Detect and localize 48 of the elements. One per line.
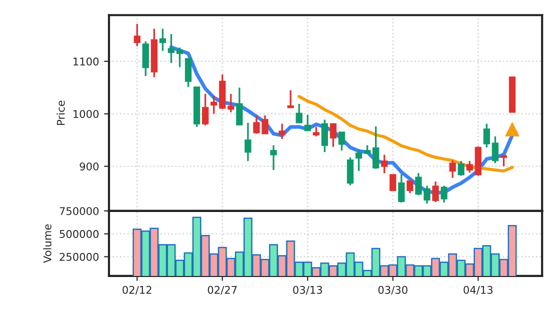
candlestick	[381, 154, 388, 174]
y-axis-title: Volume	[43, 224, 52, 263]
candlestick	[398, 173, 405, 204]
candlestick	[355, 148, 362, 172]
y-tick-label: 500000	[60, 230, 99, 238]
y-tick-label: 1100	[74, 58, 99, 66]
candlestick	[236, 86, 243, 126]
candlestick	[449, 160, 456, 179]
candlestick	[202, 93, 209, 126]
x-tick-label: 03/13	[293, 286, 322, 295]
x-tick-label: 02/12	[122, 286, 152, 295]
candlestick	[210, 94, 218, 115]
candlestick	[244, 122, 252, 162]
candlestick	[483, 122, 490, 148]
candlestick	[228, 93, 234, 114]
candlestick	[142, 40, 149, 77]
candlestick	[338, 131, 346, 152]
candlestick	[321, 118, 328, 153]
candlestick	[287, 89, 294, 109]
candlestick	[440, 184, 448, 204]
candlestick	[330, 122, 337, 148]
candlestick	[432, 180, 439, 203]
candlestick	[466, 160, 473, 174]
y-axis-title: Price	[56, 100, 65, 125]
y-tick-label: 250000	[60, 252, 99, 261]
x-tick-label: 04/13	[464, 286, 493, 295]
candlestick	[372, 126, 380, 170]
x-tick-label: 03/30	[378, 286, 408, 295]
candlestick	[278, 122, 286, 140]
candlestick	[492, 136, 499, 164]
x-tick-label: 02/27	[208, 286, 237, 295]
candlestick	[296, 103, 302, 124]
candlestick	[134, 23, 140, 47]
candlestick	[270, 144, 277, 171]
candlestick	[458, 160, 464, 177]
candlestick	[184, 58, 192, 88]
candlestick	[500, 154, 508, 168]
candlestick	[312, 126, 320, 138]
y-tick-label: 900	[80, 162, 99, 170]
candlestick	[346, 156, 354, 186]
candlestick	[176, 46, 184, 68]
candlestick	[390, 174, 396, 191]
candlestick	[406, 180, 414, 194]
candlestick	[304, 114, 311, 132]
candlestick	[159, 28, 166, 52]
y-tick-label: 750000	[60, 207, 99, 216]
candlestick	[168, 33, 175, 64]
y-tick-label: 1000	[74, 110, 99, 118]
